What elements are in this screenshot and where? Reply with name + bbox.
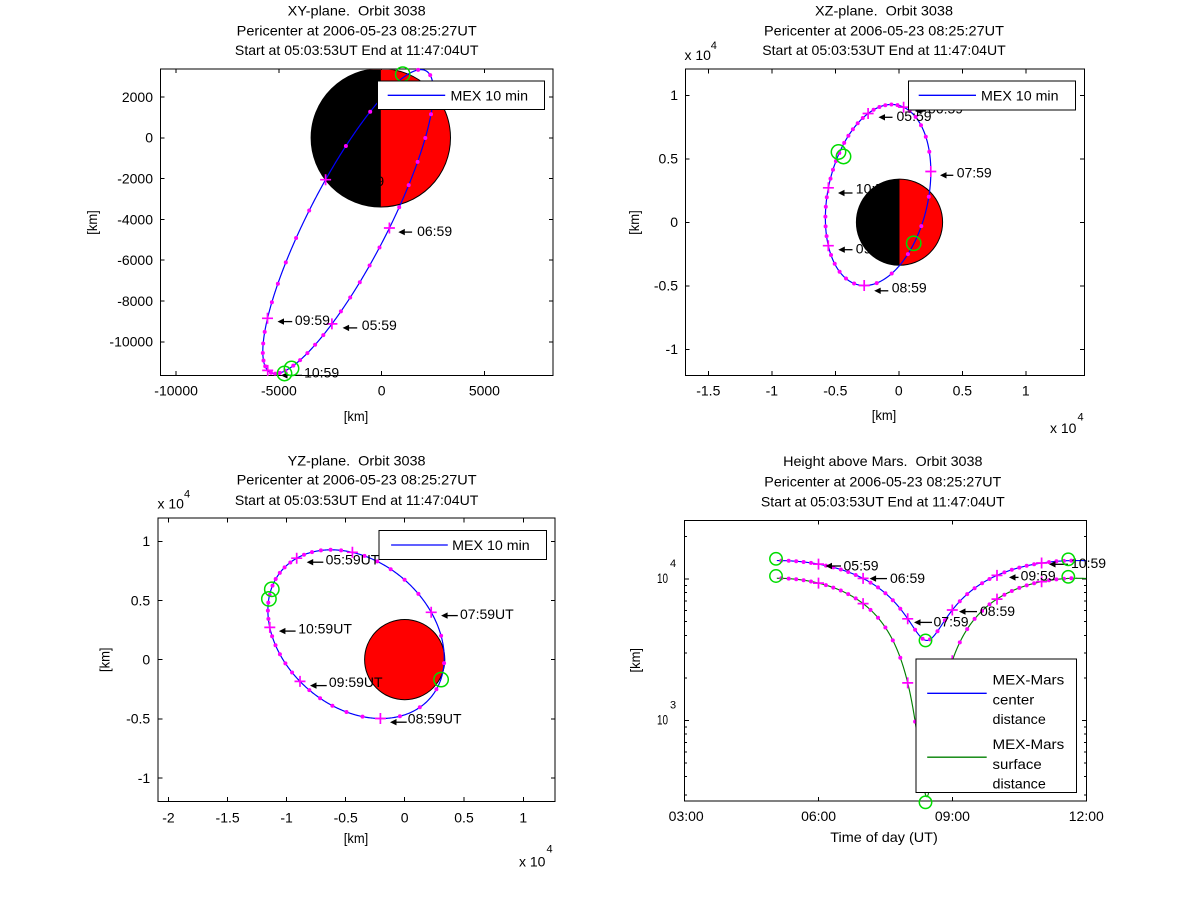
svg-text:10: 10 bbox=[657, 570, 668, 586]
svg-text:-10000: -10000 bbox=[154, 382, 198, 398]
svg-text:-8000: -8000 bbox=[117, 293, 153, 309]
svg-text:10: 10 bbox=[657, 712, 668, 728]
svg-text:05:59: 05:59 bbox=[362, 317, 397, 333]
svg-text:[km]: [km] bbox=[627, 648, 643, 673]
svg-text:-2000: -2000 bbox=[117, 171, 153, 187]
svg-text:4: 4 bbox=[547, 844, 553, 856]
svg-text:-0.5: -0.5 bbox=[654, 278, 678, 294]
svg-text:4: 4 bbox=[1078, 412, 1084, 424]
svg-text:0: 0 bbox=[378, 382, 386, 398]
svg-text:distance: distance bbox=[993, 776, 1047, 792]
svg-text:2000: 2000 bbox=[122, 89, 153, 105]
svg-text:08:59UT: 08:59UT bbox=[408, 710, 462, 726]
svg-text:-0.5: -0.5 bbox=[126, 711, 150, 727]
svg-text:x 10: x 10 bbox=[519, 854, 546, 870]
svg-text:-6000: -6000 bbox=[117, 252, 153, 268]
svg-text:-10000: -10000 bbox=[109, 334, 153, 350]
svg-text:05:59UT: 05:59UT bbox=[326, 552, 380, 568]
svg-text:MEX 10 min: MEX 10 min bbox=[981, 87, 1059, 103]
svg-text:[km]: [km] bbox=[84, 210, 100, 235]
svg-text:XY-plane. Orbit 3038: XY-plane. Orbit 3038 bbox=[288, 2, 426, 18]
svg-text:10:59: 10:59 bbox=[1071, 555, 1106, 571]
svg-text:4: 4 bbox=[670, 558, 676, 570]
svg-text:05:59: 05:59 bbox=[844, 558, 879, 574]
svg-text:12:00: 12:00 bbox=[1069, 808, 1104, 824]
svg-text:Start at 05:03:53UT End at 11:: Start at 05:03:53UT End at 11:47:04UT bbox=[761, 493, 1005, 509]
svg-text:center: center bbox=[993, 692, 1035, 708]
svg-text:Pericenter at 2006-05-23 08:25: Pericenter at 2006-05-23 08:25:27UT bbox=[764, 22, 1004, 38]
svg-text:MEX-Mars: MEX-Mars bbox=[993, 671, 1065, 687]
svg-text:[km]: [km] bbox=[626, 210, 642, 235]
svg-text:09:59UT: 09:59UT bbox=[329, 674, 383, 690]
svg-text:10:59: 10:59 bbox=[304, 364, 339, 380]
svg-text:09:59: 09:59 bbox=[295, 312, 330, 328]
svg-text:1: 1 bbox=[519, 809, 527, 825]
svg-text:[km]: [km] bbox=[97, 648, 113, 673]
svg-text:Pericenter at 2006-05-23 08:25: Pericenter at 2006-05-23 08:25:27UT bbox=[764, 474, 1001, 490]
svg-text:0: 0 bbox=[145, 130, 153, 146]
svg-text:07:59: 07:59 bbox=[934, 614, 969, 630]
svg-text:Time of day (UT): Time of day (UT) bbox=[830, 829, 938, 845]
svg-text:-1.5: -1.5 bbox=[696, 382, 720, 398]
svg-text:Start at 05:03:53UT End at 11:: Start at 05:03:53UT End at 11:47:04UT bbox=[235, 492, 479, 508]
svg-text:MEX-Mars: MEX-Mars bbox=[993, 736, 1065, 752]
svg-text:0.5: 0.5 bbox=[131, 592, 151, 608]
svg-text:-5000: -5000 bbox=[261, 382, 297, 398]
svg-text:06:00: 06:00 bbox=[801, 808, 836, 824]
svg-text:surface: surface bbox=[993, 756, 1042, 772]
svg-text:0: 0 bbox=[670, 214, 678, 230]
svg-text:MEX 10 min: MEX 10 min bbox=[451, 87, 529, 103]
svg-text:05:59: 05:59 bbox=[897, 108, 932, 124]
svg-text:Start at 05:03:53UT End at 11:: Start at 05:03:53UT End at 11:47:04UT bbox=[762, 42, 1006, 58]
svg-text:4: 4 bbox=[711, 40, 717, 52]
svg-text:x 10: x 10 bbox=[1050, 420, 1077, 436]
svg-text:-1: -1 bbox=[766, 382, 779, 398]
svg-text:0.5: 0.5 bbox=[659, 151, 679, 167]
svg-text:0: 0 bbox=[142, 652, 150, 668]
svg-text:distance: distance bbox=[993, 711, 1047, 727]
svg-text:-0.5: -0.5 bbox=[823, 382, 847, 398]
svg-text:XZ-plane. Orbit 3038: XZ-plane. Orbit 3038 bbox=[815, 2, 953, 18]
svg-text:-4000: -4000 bbox=[117, 211, 153, 227]
svg-text:07:59UT: 07:59UT bbox=[460, 606, 514, 622]
svg-text:03:00: 03:00 bbox=[669, 808, 704, 824]
svg-text:0.5: 0.5 bbox=[953, 382, 973, 398]
svg-text:06:59: 06:59 bbox=[417, 223, 452, 239]
svg-text:08:59: 08:59 bbox=[892, 280, 927, 296]
svg-text:0.5: 0.5 bbox=[454, 809, 474, 825]
svg-text:4: 4 bbox=[184, 489, 190, 501]
svg-text:x 10: x 10 bbox=[685, 47, 712, 63]
svg-text:0: 0 bbox=[895, 382, 903, 398]
svg-text:07:59: 07:59 bbox=[957, 165, 992, 181]
svg-text:10:59UT: 10:59UT bbox=[298, 620, 352, 636]
svg-text:5000: 5000 bbox=[469, 382, 500, 398]
svg-text:3: 3 bbox=[670, 699, 676, 711]
svg-text:MEX 10 min: MEX 10 min bbox=[452, 537, 530, 553]
svg-text:[km]: [km] bbox=[344, 830, 369, 846]
svg-text:[km]: [km] bbox=[872, 407, 897, 423]
svg-text:09:59: 09:59 bbox=[1021, 568, 1056, 584]
svg-text:-0.5: -0.5 bbox=[334, 809, 358, 825]
svg-text:-1: -1 bbox=[666, 341, 679, 357]
svg-text:08:59: 08:59 bbox=[980, 603, 1015, 619]
svg-text:x 10: x 10 bbox=[158, 496, 185, 512]
svg-text:[km]: [km] bbox=[344, 408, 369, 424]
svg-text:1: 1 bbox=[142, 533, 150, 549]
svg-text:09:00: 09:00 bbox=[935, 808, 970, 824]
svg-text:-1.5: -1.5 bbox=[216, 809, 240, 825]
svg-text:1: 1 bbox=[670, 87, 678, 103]
svg-text:06:59: 06:59 bbox=[890, 570, 925, 586]
svg-text:Height above Mars. Orbit 3038: Height above Mars. Orbit 3038 bbox=[783, 453, 983, 469]
svg-text:YZ-plane. Orbit 3038: YZ-plane. Orbit 3038 bbox=[288, 452, 426, 468]
svg-text:Pericenter at 2006-05-23 08:25: Pericenter at 2006-05-23 08:25:27UT bbox=[237, 22, 477, 38]
svg-text:-1: -1 bbox=[138, 770, 151, 786]
svg-text:Start at 05:03:53UT End at 11:: Start at 05:03:53UT End at 11:47:04UT bbox=[235, 42, 479, 58]
svg-text:Pericenter at 2006-05-23 08:25: Pericenter at 2006-05-23 08:25:27UT bbox=[237, 472, 477, 488]
svg-text:-1: -1 bbox=[280, 809, 293, 825]
svg-text:1: 1 bbox=[1022, 382, 1030, 398]
svg-text:-2: -2 bbox=[162, 809, 175, 825]
svg-text:0: 0 bbox=[401, 809, 409, 825]
